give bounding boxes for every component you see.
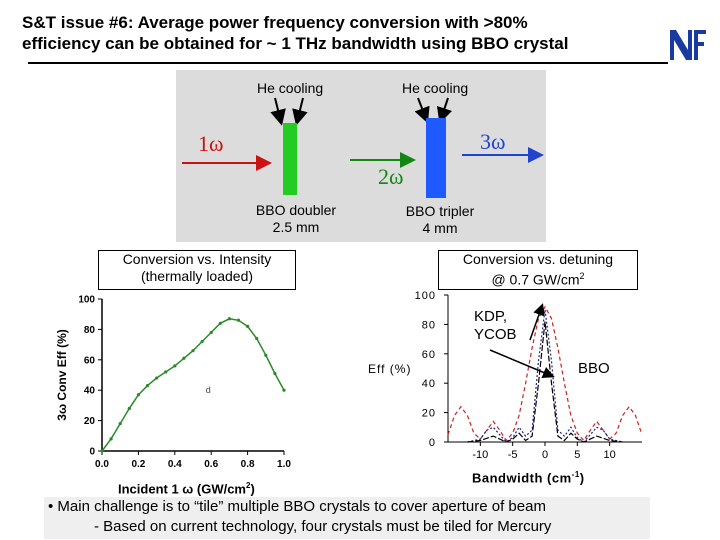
omega-1-label: 1ω [198, 131, 224, 156]
intensity-data-point [136, 393, 140, 397]
detuning-caption-prefix: @ 0.7 GW/cm [491, 271, 580, 288]
intensity-x-tick-label: 0.2 [131, 459, 145, 470]
intensity-x-tick-label: 1.0 [277, 459, 291, 470]
intensity-x-tick-label: 0.6 [204, 459, 218, 470]
detuning-y-tick-label: 80 [422, 319, 436, 331]
bullet-box: • Main challenge is to “tile” multiple B… [44, 497, 650, 539]
intensity-x-tick-label: 0.4 [168, 459, 182, 470]
bbo-label: BBO [578, 360, 610, 377]
detuning-y-axis-label: Eff (%) [368, 362, 411, 376]
intensity-y-tick-label: 80 [84, 325, 96, 336]
intensity-x-tick-label: 0.0 [95, 459, 109, 470]
intensity-data-point [200, 339, 204, 344]
intensity-caption-box: Conversion vs. Intensity (thermally load… [98, 250, 296, 290]
detuning-caption-box: Conversion vs. detuning @ 0.7 GW/cm2 [438, 250, 638, 290]
detuning-series-line [467, 321, 623, 443]
cooling-arrows-right [414, 97, 453, 124]
intensity-data-point [282, 388, 286, 392]
detuning-xlabel-text: Bandwidth (cm [472, 470, 572, 486]
intensity-y-tick-label: 100 [78, 295, 95, 306]
intensity-y-tick-label: 60 [84, 355, 96, 366]
detuning-y-tick-label: 100 [415, 290, 436, 302]
doubler-name: BBO doubler [255, 202, 337, 218]
detuning-x-tick-label: 10 [604, 449, 616, 461]
bullet-line-1: • Main challenge is to “tile” multiple B… [48, 498, 546, 515]
ycob-label: YCOB [474, 326, 517, 343]
detuning-caption-sup: 2 [579, 271, 585, 281]
bbo-tripler-crystal [426, 118, 446, 198]
doubler-label: BBO doubler 2.5 mm [250, 202, 342, 236]
kdp-label: KDP, [474, 308, 508, 325]
intensity-data-point [191, 349, 195, 353]
detuning-caption-line-2: @ 0.7 GW/cm2 [439, 268, 637, 289]
intensity-data-point [155, 376, 159, 380]
intensity-xlabel-suffix: ) [250, 481, 255, 497]
nif-logo-icon [670, 30, 706, 60]
detuning-x-tick-label: -5 [508, 449, 518, 461]
detuning-x-tick-label: 0 [542, 449, 548, 461]
bullet-line-2: - Based on current technology, four crys… [94, 518, 552, 535]
title-line-1: S&T issue #6: Average power frequency co… [22, 13, 528, 32]
intensity-y-tick-label: 40 [84, 386, 96, 397]
detuning-x-tick-label: -10 [472, 449, 488, 461]
intensity-chart-xlabel: Incident 1 ω (GW/cm2) [118, 481, 255, 496]
omega-3-label: 3ω [480, 129, 506, 154]
intensity-data-point [173, 364, 177, 368]
bbo-doubler-crystal [283, 123, 297, 195]
intensity-caption-line-2: (thermally loaded) [140, 268, 254, 284]
page-title: S&T issue #6: Average power frequency co… [22, 12, 568, 54]
detuning-chart: 0 20 40 60 80 100 -10 -5 0 5 10 Eff (%) [368, 290, 643, 461]
intensity-xlabel-text: Incident 1 ω (GW/cm [118, 481, 246, 497]
cooling-label-right: He cooling [402, 80, 469, 96]
title-underline [28, 62, 668, 64]
intensity-data-point [209, 330, 213, 335]
detuning-xlabel-suffix: ) [579, 470, 585, 486]
detuning-y-tick-label: 20 [422, 408, 436, 420]
intensity-data-point [100, 449, 104, 453]
intensity-inner-mark: d [206, 385, 211, 395]
intensity-data-point [255, 336, 259, 341]
intensity-data-point [182, 356, 186, 360]
tripler-name: BBO tripler [405, 203, 475, 219]
tripler-size: 4 mm [422, 220, 458, 236]
intensity-caption-line-1: Conversion vs. Intensity [122, 251, 272, 267]
intensity-y-axis-label: 3ω Conv Eff (%) [55, 329, 69, 420]
intensity-data-point [264, 353, 268, 357]
intensity-data-point [127, 406, 131, 411]
intensity-data-point [236, 318, 241, 322]
intensity-xlabel-sup: 2 [246, 481, 251, 490]
omega-2-label: 2ω [378, 164, 404, 189]
intensity-chart: 0 20 40 60 80 100 0.0 0.2 0.4 0.6 0.8 1.0 3ω Conv Ef… [55, 295, 291, 471]
detuning-caption-line-1: Conversion vs. detuning [462, 251, 614, 267]
detuning-x-tick-label: 5 [574, 449, 580, 461]
intensity-data-point [164, 370, 168, 374]
intensity-data-point [118, 422, 122, 426]
intensity-data-point [273, 371, 277, 376]
intensity-data-point [246, 324, 250, 328]
detuning-chart-xlabel: Bandwidth (cm-1) [472, 470, 585, 485]
detuning-xlabel-sup: -1 [571, 470, 580, 479]
intensity-x-tick-label: 0.8 [241, 459, 255, 470]
beam-diagram [182, 97, 544, 198]
detuning-series-line [447, 305, 643, 442]
intensity-y-tick-label: 0 [89, 447, 95, 458]
intensity-data-point [145, 384, 150, 388]
doubler-size: 2.5 mm [272, 219, 320, 235]
detuning-series-line [467, 309, 623, 443]
intensity-y-tick-label: 20 [84, 416, 96, 427]
detuning-y-tick-label: 60 [422, 349, 436, 361]
intensity-data-point [218, 321, 222, 325]
tripler-label: BBO tripler 4 mm [394, 203, 486, 237]
title-line-2: efficiency can be obtained for ~ 1 THz b… [22, 34, 569, 53]
detuning-y-tick-label: 0 [429, 437, 436, 449]
detuning-y-tick-label: 40 [422, 378, 436, 390]
intensity-data-point [227, 317, 231, 321]
cooling-arrows-left [270, 97, 308, 126]
cooling-label-left: He cooling [257, 80, 324, 96]
kdp-ycob-annotation: KDP, YCOB [474, 308, 517, 344]
intensity-data-point [109, 437, 113, 441]
